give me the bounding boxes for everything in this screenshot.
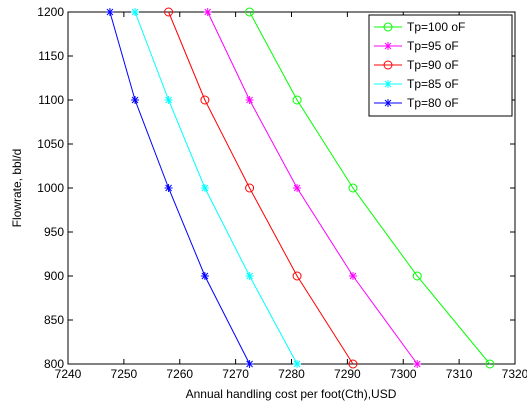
legend-label: Tp=85 oF xyxy=(407,77,459,91)
data-point xyxy=(348,272,357,280)
series-layer xyxy=(105,7,495,369)
data-point xyxy=(203,8,212,16)
data-point xyxy=(348,183,358,193)
y-tick-label: 950 xyxy=(44,225,64,239)
legend-entry: Tp=90 oF xyxy=(374,58,459,72)
data-point xyxy=(293,184,302,192)
data-point xyxy=(245,183,255,193)
x-tick-label: 7270 xyxy=(222,367,249,381)
legend-label: Tp=100 oF xyxy=(407,20,465,34)
y-tick-label: 1200 xyxy=(37,5,64,19)
legend-entry: Tp=80 oF xyxy=(374,96,459,110)
data-point xyxy=(200,95,210,105)
y-axis-label: Flowrate, bbl/d xyxy=(10,149,24,228)
data-point xyxy=(384,42,392,50)
data-point xyxy=(200,272,209,280)
x-tick-label: 7310 xyxy=(446,367,473,381)
data-point xyxy=(245,272,254,280)
y-tick-label: 1150 xyxy=(38,49,64,63)
x-tick-label: 7320 xyxy=(502,367,527,381)
data-point xyxy=(164,7,174,17)
data-point xyxy=(164,184,173,192)
data-point xyxy=(245,360,254,368)
x-tick-label: 7280 xyxy=(278,367,305,381)
legend-label: Tp=90 oF xyxy=(407,58,459,72)
data-point xyxy=(292,271,302,281)
series-line xyxy=(249,11,491,365)
data-point xyxy=(383,60,393,70)
y-tick-label: 900 xyxy=(44,269,64,283)
y-tick-label: 800 xyxy=(44,357,64,371)
data-point xyxy=(292,95,302,105)
data-point xyxy=(245,96,254,104)
data-point xyxy=(412,271,422,281)
y-tick-label: 1000 xyxy=(37,181,64,195)
data-point xyxy=(245,7,255,17)
x-axis-label: Annual handling cost per foot(Cth),USD xyxy=(186,387,397,401)
legend-entry: Tp=95 oF xyxy=(374,39,459,53)
data-point xyxy=(485,359,495,369)
x-tick-label: 7240 xyxy=(55,367,82,381)
data-point xyxy=(131,8,140,16)
x-tick-label: 7250 xyxy=(111,367,138,381)
series xyxy=(203,8,422,368)
series-line xyxy=(168,11,354,365)
data-point xyxy=(348,359,358,369)
data-point xyxy=(293,360,302,368)
legend-label: Tp=80 oF xyxy=(407,96,459,110)
data-point xyxy=(413,360,422,368)
series xyxy=(164,7,358,369)
legend-label: Tp=95 oF xyxy=(407,39,459,53)
data-point xyxy=(164,96,173,104)
x-tick-label: 7290 xyxy=(334,367,361,381)
data-point xyxy=(200,184,209,192)
data-point xyxy=(384,80,392,88)
axis-ticks: 7240 7250 7260 7270 7280 7290 7300 7310 7320 800 8… xyxy=(37,5,527,381)
data-point xyxy=(105,8,114,16)
y-tick-label: 1050 xyxy=(37,137,64,151)
data-point xyxy=(131,96,140,104)
legend-entry: Tp=85 oF xyxy=(374,77,459,91)
x-tick-label: 7300 xyxy=(390,367,417,381)
y-tick-label: 850 xyxy=(44,313,64,327)
data-point xyxy=(383,22,393,32)
y-tick-label: 1100 xyxy=(38,93,64,107)
series xyxy=(105,8,254,368)
legend-entry: Tp=100 oF xyxy=(374,20,465,34)
series xyxy=(131,8,302,368)
series xyxy=(245,7,495,369)
legend: Tp=100 oF Tp=95 oF Tp=90 oF Tp=85 oF Tp=80 o… xyxy=(368,14,513,117)
data-point xyxy=(384,99,392,107)
x-tick-label: 7260 xyxy=(166,367,193,381)
